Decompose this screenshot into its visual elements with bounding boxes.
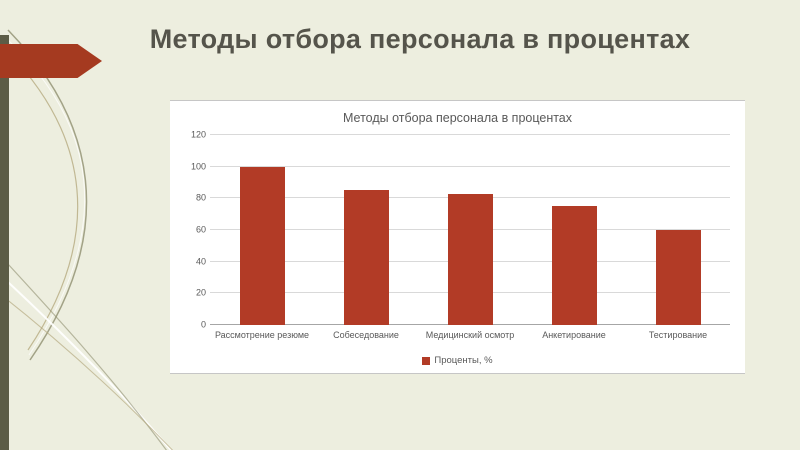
bar-chart: Методы отбора персонала в процентах 0 20 4… (170, 100, 745, 374)
gridline (210, 134, 730, 135)
bar-slot (626, 135, 730, 325)
x-tick-label: Анкетирование (542, 330, 606, 340)
bar-2 (343, 190, 389, 325)
bar-slot (210, 135, 314, 325)
x-tick-label: Тестирование (648, 330, 708, 340)
bar-4 (551, 206, 597, 325)
y-tick-label: 60 (195, 224, 206, 235)
chart-plot: 0 20 40 60 80 100 120 (191, 130, 730, 329)
x-tick-label: Медицинский осмотр (425, 330, 515, 340)
x-tick-label: Собеседование (333, 330, 399, 340)
red-arrow-accent (0, 44, 102, 78)
chart-legend: Проценты, % (170, 355, 745, 366)
bar-3 (447, 193, 493, 325)
y-tick-label: 120 (190, 129, 206, 140)
y-tick-label: 40 (195, 256, 206, 267)
bar-1 (239, 166, 285, 325)
y-tick-label: 20 (195, 287, 206, 298)
bar-slot (314, 135, 418, 325)
legend-label: Проценты, % (434, 355, 493, 366)
y-tick-label: 80 (195, 192, 206, 203)
slide-title: Методы отбора персонала в процентах (149, 24, 691, 55)
y-tick-label: 0 (200, 319, 206, 330)
x-tick-label: Рассмотрение резюме (214, 330, 310, 340)
bar-slot (522, 135, 626, 325)
bar-5 (655, 230, 701, 325)
y-tick-label: 100 (190, 161, 206, 172)
x-axis-labels: Рассмотрение резюме Собеседование Медицинс… (210, 330, 730, 341)
legend-swatch (422, 356, 431, 365)
chart-title: Методы отбора персонала в процентах (342, 111, 573, 125)
gridline (210, 165, 730, 167)
left-edge-bar (0, 35, 9, 450)
bar-slot (418, 135, 522, 325)
